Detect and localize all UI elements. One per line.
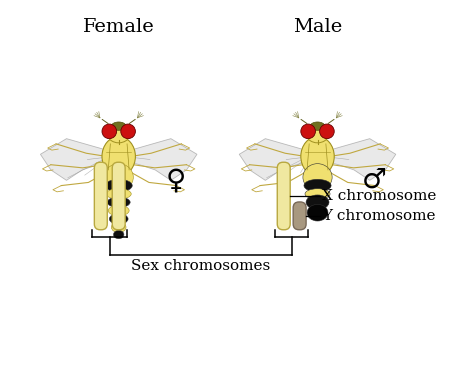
Ellipse shape bbox=[102, 124, 117, 139]
Ellipse shape bbox=[111, 222, 126, 232]
FancyBboxPatch shape bbox=[293, 202, 306, 230]
Ellipse shape bbox=[305, 189, 330, 199]
Polygon shape bbox=[318, 139, 396, 180]
Ellipse shape bbox=[306, 124, 329, 143]
FancyBboxPatch shape bbox=[94, 162, 107, 230]
FancyBboxPatch shape bbox=[277, 162, 290, 230]
Polygon shape bbox=[118, 139, 197, 180]
Ellipse shape bbox=[105, 179, 132, 192]
Ellipse shape bbox=[111, 122, 126, 130]
Ellipse shape bbox=[301, 124, 315, 139]
Text: Sex chromosomes: Sex chromosomes bbox=[131, 259, 270, 273]
Ellipse shape bbox=[108, 206, 129, 216]
Ellipse shape bbox=[102, 136, 136, 176]
Ellipse shape bbox=[106, 189, 131, 199]
Ellipse shape bbox=[301, 136, 334, 176]
Ellipse shape bbox=[109, 214, 128, 224]
Text: X chromosome: X chromosome bbox=[322, 189, 437, 203]
Ellipse shape bbox=[306, 195, 329, 209]
Polygon shape bbox=[239, 139, 318, 180]
Text: ♀: ♀ bbox=[165, 166, 185, 194]
Ellipse shape bbox=[303, 164, 332, 191]
Polygon shape bbox=[40, 139, 118, 180]
Ellipse shape bbox=[319, 124, 334, 139]
Text: Y chromosome: Y chromosome bbox=[322, 209, 436, 223]
Ellipse shape bbox=[107, 197, 130, 207]
Ellipse shape bbox=[113, 230, 124, 239]
Ellipse shape bbox=[310, 122, 325, 130]
Text: Male: Male bbox=[293, 18, 342, 36]
Ellipse shape bbox=[107, 124, 130, 143]
Text: ♂: ♂ bbox=[362, 166, 387, 194]
Ellipse shape bbox=[104, 164, 133, 191]
FancyBboxPatch shape bbox=[112, 162, 125, 230]
Ellipse shape bbox=[307, 204, 328, 221]
Text: Female: Female bbox=[83, 18, 155, 36]
Ellipse shape bbox=[304, 179, 331, 192]
Ellipse shape bbox=[121, 124, 136, 139]
